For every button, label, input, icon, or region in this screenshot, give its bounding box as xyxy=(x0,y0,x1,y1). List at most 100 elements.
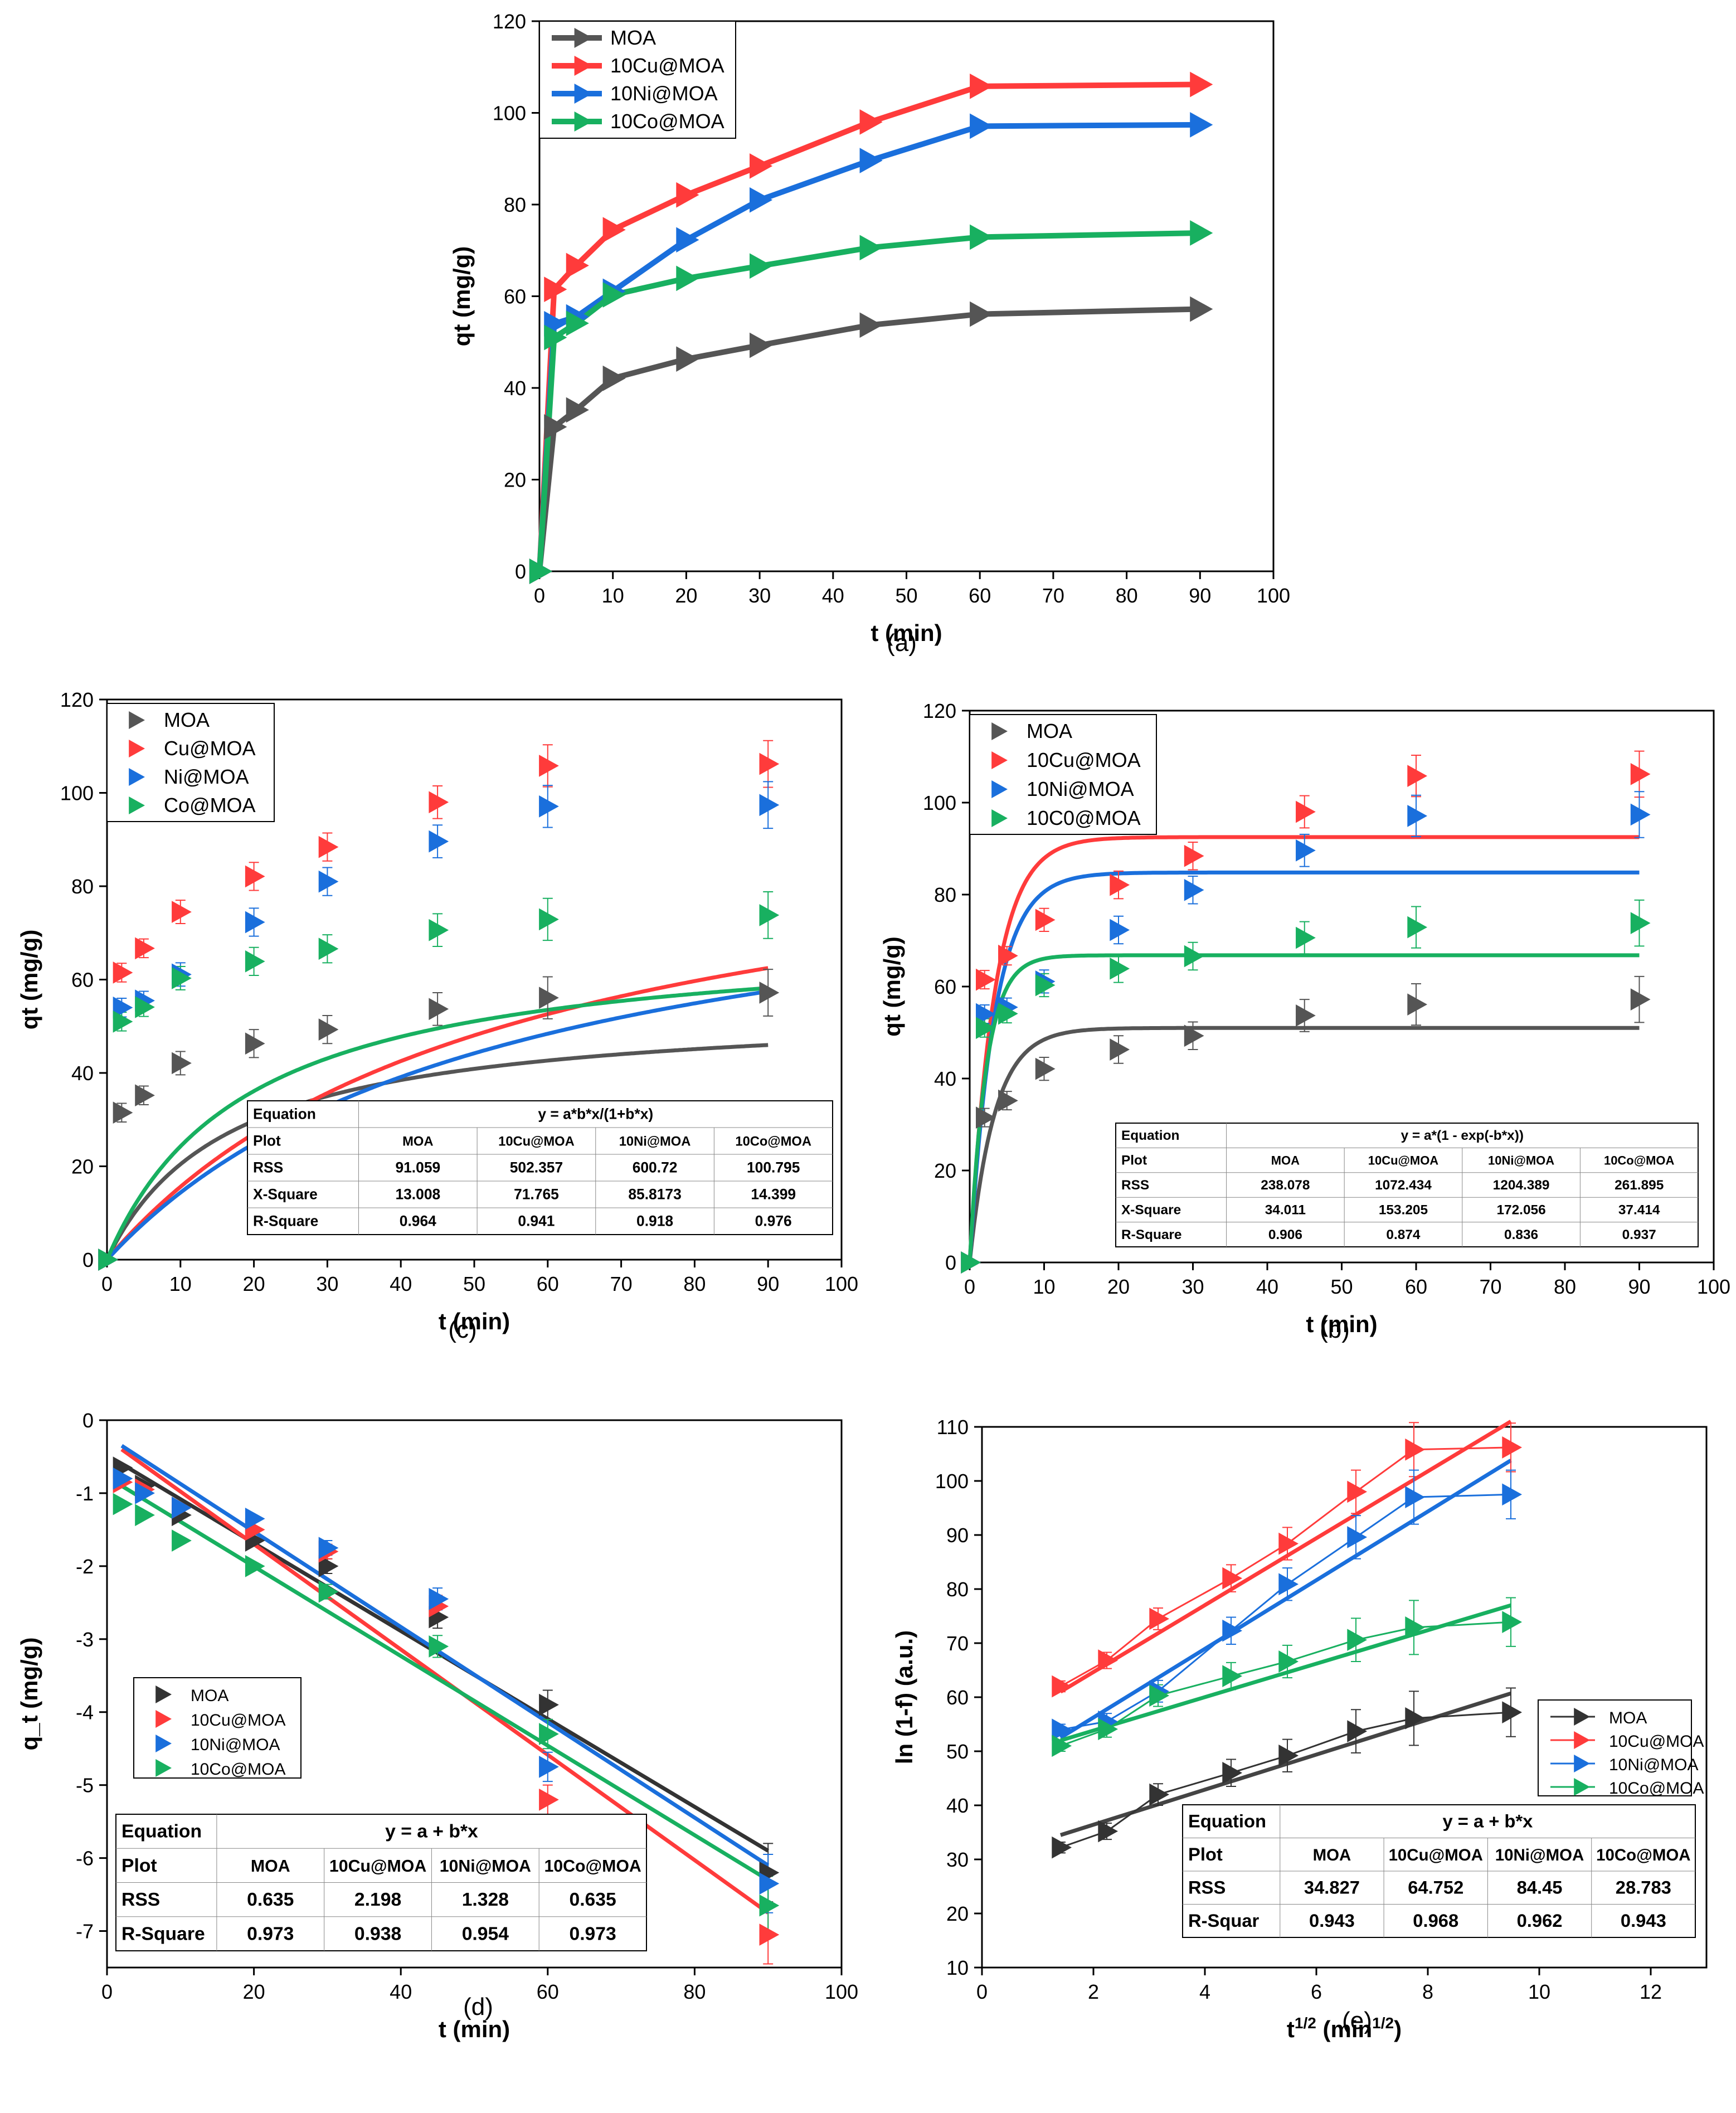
table-header-cell: 10Co@MOA xyxy=(1596,1846,1690,1864)
x-tick-label: 90 xyxy=(757,1272,779,1295)
data-point-10ni-at-moa xyxy=(1190,112,1213,138)
table-equation: y = a*(1 - exp(-b*x)) xyxy=(1401,1128,1524,1143)
legend-entry: 10Cu@MOA xyxy=(1609,1732,1704,1751)
legend-entry: 10Ni@MOA xyxy=(191,1736,280,1754)
y-tick-label: 120 xyxy=(493,10,526,33)
table-cell: 71.765 xyxy=(514,1186,559,1203)
data-point-10cu-at-moa xyxy=(970,73,993,99)
data-point-10ni-at-moa xyxy=(318,1537,339,1559)
table-cell: 600.72 xyxy=(633,1159,678,1176)
table-cell: X-Square xyxy=(1121,1202,1181,1217)
y-tick-label: 40 xyxy=(934,1067,956,1090)
panel-label: (c) xyxy=(448,1316,476,1343)
legend-marker xyxy=(155,1759,172,1777)
data-point-10cu-at-moa xyxy=(1110,873,1130,896)
y-tick-label: -3 xyxy=(76,1628,94,1651)
x-tick-label: 20 xyxy=(243,1272,265,1295)
x-tick-label: 6 xyxy=(1311,1980,1322,2003)
data-point-moa xyxy=(539,1693,559,1716)
data-point-moa xyxy=(859,312,883,338)
y-tick-label: 100 xyxy=(493,102,526,125)
table-cell: RSS xyxy=(253,1159,283,1176)
data-point-10ni-at-moa xyxy=(976,1003,996,1026)
data-point-co-at-moa xyxy=(759,904,780,926)
table-cell: 0.968 xyxy=(1413,1910,1458,1931)
table-header-cell: 10Co@MOA xyxy=(735,1134,811,1149)
data-point-10co-at-moa xyxy=(566,310,589,336)
y-tick-label: 0 xyxy=(82,1249,94,1271)
data-point-10ni-at-moa xyxy=(1347,1526,1368,1548)
legend-entry: 10Co@MOA xyxy=(610,110,724,133)
data-point-10co-at-moa xyxy=(759,1894,780,1917)
series-line-10ni-at-moa xyxy=(1060,1493,1511,1731)
table-header-cell: 10Cu@MOA xyxy=(1368,1154,1439,1168)
data-point-10co-at-moa xyxy=(1052,1735,1072,1757)
y-tick-label: 60 xyxy=(946,1686,969,1709)
x-tick-label: 12 xyxy=(1640,1980,1662,2003)
data-point-moa xyxy=(1184,1024,1204,1047)
fit-line-ni-at-moa xyxy=(105,989,769,1261)
legend-marker xyxy=(991,809,1008,827)
stats-table: Equation y = a + b*x Plot MOA 10Cu@MOA 10Ni@M… xyxy=(115,1814,647,1951)
panel-label: (a) xyxy=(887,629,917,657)
x-axis-title-sup: 1/2 xyxy=(1295,2014,1316,2032)
data-point-10c0-at-moa xyxy=(998,1002,1018,1025)
y-tick-label: 0 xyxy=(82,1409,94,1432)
data-point-10cu-at-moa xyxy=(602,217,626,243)
table-header-cell: MOA xyxy=(251,1857,290,1876)
data-point-co-at-moa xyxy=(172,967,192,989)
data-point-10co-at-moa xyxy=(1098,1718,1119,1741)
data-point-10co-at-moa xyxy=(676,265,699,292)
series-line-moa xyxy=(537,306,1200,572)
legend-entry: 10C0@MOA xyxy=(1027,807,1141,829)
legend-marker xyxy=(1574,1731,1590,1749)
data-point-10cu-at-moa xyxy=(539,1789,559,1811)
x-tick-label: 80 xyxy=(683,1272,706,1295)
table-header-cell: Plot xyxy=(1121,1153,1147,1168)
table-cell: 0.635 xyxy=(247,1889,294,1910)
legend-entry: MOA xyxy=(1027,720,1072,742)
series-line-10cu-at-moa xyxy=(1060,1446,1511,1687)
data-point-10co-at-moa xyxy=(970,224,993,250)
data-point-10c0-at-moa xyxy=(976,1017,996,1040)
y-tick-label: 20 xyxy=(71,1155,94,1178)
chart-b: 0 10 20 30 40 50 60 70 80 90 100 0 20 40 60 80 100 120 t (… xyxy=(879,700,1730,1343)
data-point-moa xyxy=(1347,1720,1368,1742)
x-axis-title-unit: (min xyxy=(1316,2016,1372,2042)
data-point-10co-at-moa xyxy=(602,282,626,308)
data-point-cu-at-moa xyxy=(135,937,155,960)
data-point-10co-at-moa xyxy=(1347,1629,1368,1651)
data-point-10ni-at-moa xyxy=(1278,1573,1299,1596)
table-cell: 34.827 xyxy=(1304,1877,1360,1897)
x-axis-title: t (min) xyxy=(1306,1311,1377,1337)
data-point-10cu-at-moa xyxy=(1035,909,1056,931)
table-cell: 0.874 xyxy=(1386,1227,1421,1242)
data-point-co-at-moa xyxy=(318,938,339,960)
x-tick-label: 20 xyxy=(1107,1275,1130,1298)
table-cell: X-Square xyxy=(253,1186,318,1203)
data-point-moa xyxy=(1035,1057,1056,1080)
plot-frame xyxy=(106,1419,843,1969)
y-tick-label: 60 xyxy=(504,285,526,308)
data-point-10ni-at-moa xyxy=(1222,1619,1243,1642)
fit-line-co-at-moa xyxy=(105,986,769,1261)
fit-line-10ni-at-moa xyxy=(967,870,1640,1263)
data-point-10co-at-moa xyxy=(245,1555,265,1577)
data-point-co-at-moa xyxy=(98,1249,119,1271)
y-tick-label: -5 xyxy=(76,1774,94,1797)
panel-label: (e) xyxy=(1342,2007,1372,2034)
data-point-moa xyxy=(750,332,773,358)
legend-marker xyxy=(1574,1755,1590,1772)
y-axis-title: q_t (mg/g) xyxy=(16,1638,42,1751)
data-point-10ni-at-moa xyxy=(676,227,699,253)
table-cell: 0.973 xyxy=(247,1923,294,1944)
legend-entry: 10Co@MOA xyxy=(1609,1779,1704,1798)
table-header-cell: 10Co@MOA xyxy=(1604,1154,1675,1168)
fit-line-cu-at-moa xyxy=(105,966,769,1261)
data-point-10c0-at-moa xyxy=(1407,916,1428,939)
data-point-cu-at-moa xyxy=(113,961,133,984)
data-point-10cu-at-moa xyxy=(1098,1649,1119,1672)
y-tick-label: -6 xyxy=(76,1847,94,1870)
y-tick-label: 70 xyxy=(946,1632,969,1655)
y-tick-label: 20 xyxy=(946,1902,969,1925)
